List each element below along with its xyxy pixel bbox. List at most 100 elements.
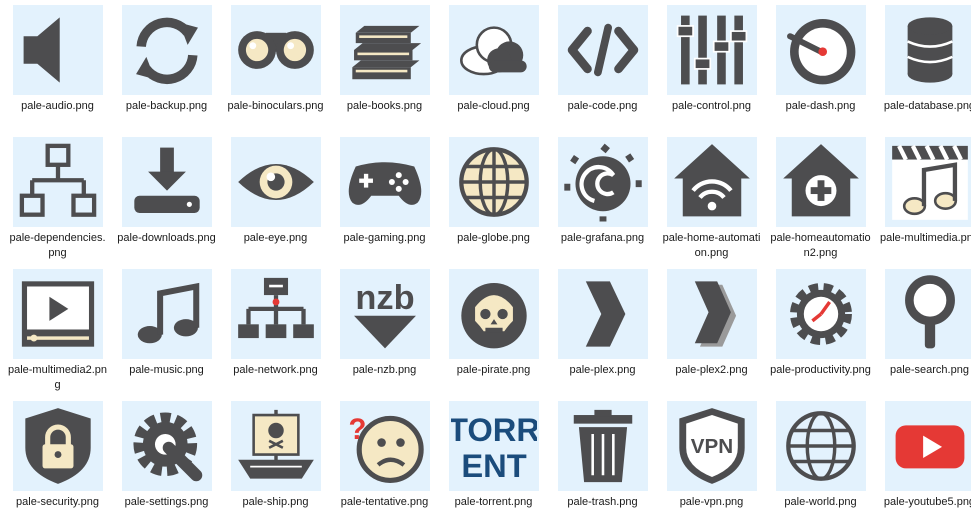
file-name: pale-multimedia.png	[879, 232, 971, 244]
file-item[interactable]: pale-plex2.png	[659, 264, 764, 394]
file-thumbnail[interactable]	[448, 269, 539, 359]
file-thumbnail[interactable]	[121, 5, 212, 95]
file-item[interactable]: pale-grafana.png	[550, 132, 655, 262]
file-thumbnail[interactable]	[230, 5, 321, 95]
file-thumbnail[interactable]	[12, 137, 103, 227]
file-thumbnail[interactable]	[230, 401, 321, 491]
file-name: pale-security.png	[16, 496, 99, 508]
svg-text:?: ?	[348, 414, 366, 446]
file-thumbnail[interactable]	[339, 137, 430, 227]
file-name: pale-dash.png	[785, 100, 856, 112]
pirate-ship-icon	[237, 409, 314, 479]
file-item[interactable]: pale-cloud.png	[441, 0, 546, 130]
file-name: pale-torrent.png	[454, 496, 533, 508]
home-wifi-icon	[673, 144, 750, 217]
file-thumbnail[interactable]	[121, 401, 212, 491]
file-thumbnail[interactable]: VPN	[666, 401, 757, 491]
file-item[interactable]: pale-downloads.png	[114, 132, 219, 262]
file-item[interactable]: pale-homeautomation2.png	[768, 132, 873, 262]
file-thumbnail[interactable]	[775, 5, 866, 95]
file-thumbnail[interactable]	[884, 137, 971, 227]
file-thumbnail[interactable]: ?	[339, 401, 430, 491]
file-item[interactable]: pale-audio.png	[5, 0, 110, 130]
file-item[interactable]: pale-backup.png	[114, 0, 219, 130]
books-icon	[351, 25, 421, 80]
file-thumbnail[interactable]	[884, 401, 971, 491]
trash-icon	[573, 409, 632, 483]
file-name: pale-books.png	[346, 100, 423, 112]
file-thumbnail[interactable]	[12, 401, 103, 491]
file-thumbnail[interactable]	[448, 5, 539, 95]
file-item[interactable]: pale-youtube5.png	[877, 396, 971, 526]
file-name: pale-ship.png	[242, 496, 309, 508]
file-item[interactable]: pale-trash.png	[550, 396, 655, 526]
file-item[interactable]: pale-security.png	[5, 396, 110, 526]
file-thumbnail[interactable]	[884, 269, 971, 359]
file-thumbnail[interactable]: TORR ENT	[448, 401, 539, 491]
file-name: pale-code.png	[567, 100, 638, 112]
file-item[interactable]: pale-search.png	[877, 264, 971, 394]
file-item[interactable]: pale-globe.png	[441, 132, 546, 262]
file-item[interactable]: pale-network.png	[223, 264, 328, 394]
backup-arrows-icon	[135, 17, 198, 85]
file-thumbnail[interactable]	[557, 269, 648, 359]
file-thumbnail[interactable]: nzb	[339, 269, 430, 359]
file-thumbnail[interactable]	[666, 137, 757, 227]
file-item[interactable]: pale-multimedia.png	[877, 132, 971, 262]
file-thumbnail[interactable]	[12, 269, 103, 359]
file-name: pale-dependencies.png	[9, 232, 106, 259]
file-name: pale-gaming.png	[343, 232, 426, 244]
file-name: pale-grafana.png	[560, 232, 645, 244]
file-item[interactable]: pale-pirate.png	[441, 264, 546, 394]
database-icon	[906, 17, 953, 83]
file-name: pale-plex.png	[569, 364, 636, 376]
file-item[interactable]: pale-music.png	[114, 264, 219, 394]
file-item[interactable]: pale-ship.png	[223, 396, 328, 526]
file-thumbnail[interactable]	[884, 5, 971, 95]
file-item[interactable]: pale-dependencies.png	[5, 132, 110, 262]
file-thumbnail[interactable]	[121, 137, 212, 227]
file-item[interactable]: TORR ENT pale-torrent.png	[441, 396, 546, 526]
sliders-icon	[676, 15, 747, 85]
file-item[interactable]: pale-database.png	[877, 0, 971, 130]
file-thumbnail[interactable]	[12, 5, 103, 95]
file-thumbnail[interactable]	[339, 5, 430, 95]
file-thumbnail[interactable]	[230, 137, 321, 227]
file-item[interactable]: pale-control.png	[659, 0, 764, 130]
file-name: pale-database.png	[883, 100, 971, 112]
file-item[interactable]: VPN pale-vpn.png	[659, 396, 764, 526]
file-name: pale-music.png	[129, 364, 204, 376]
file-item[interactable]: pale-books.png	[332, 0, 437, 130]
file-thumbnail[interactable]	[775, 137, 866, 227]
file-item[interactable]: pale-eye.png	[223, 132, 328, 262]
file-item[interactable]: pale-productivity.png	[768, 264, 873, 394]
file-item[interactable]: pale-home-automation.png	[659, 132, 764, 262]
file-thumbnail[interactable]	[666, 5, 757, 95]
svg-text:ENT: ENT	[461, 447, 526, 484]
file-thumbnail[interactable]	[557, 137, 648, 227]
file-thumbnail[interactable]	[775, 401, 866, 491]
file-thumbnail[interactable]	[557, 5, 648, 95]
file-item[interactable]: pale-code.png	[550, 0, 655, 130]
file-thumbnail[interactable]	[666, 269, 757, 359]
file-thumbnail[interactable]	[230, 269, 321, 359]
file-thumbnail[interactable]	[557, 401, 648, 491]
file-item[interactable]: pale-binoculars.png	[223, 0, 328, 130]
file-item[interactable]: pale-settings.png	[114, 396, 219, 526]
file-thumbnail[interactable]	[448, 137, 539, 227]
file-item[interactable]: pale-plex.png	[550, 264, 655, 394]
file-item[interactable]: pale-gaming.png	[332, 132, 437, 262]
file-item[interactable]: pale-world.png	[768, 396, 873, 526]
file-item[interactable]: nzb pale-nzb.png	[332, 264, 437, 394]
file-item[interactable]: pale-multimedia2.png	[5, 264, 110, 394]
file-name: pale-globe.png	[457, 232, 530, 244]
file-name: pale-pirate.png	[456, 364, 531, 376]
file-name: pale-audio.png	[21, 100, 94, 112]
file-thumbnail[interactable]	[775, 269, 866, 359]
file-name: pale-nzb.png	[352, 364, 417, 376]
file-item[interactable]: ? pale-tentative.png	[332, 396, 437, 526]
file-item[interactable]: pale-dash.png	[768, 0, 873, 130]
file-thumbnail[interactable]	[121, 269, 212, 359]
file-name: pale-home-automation.png	[662, 232, 761, 259]
